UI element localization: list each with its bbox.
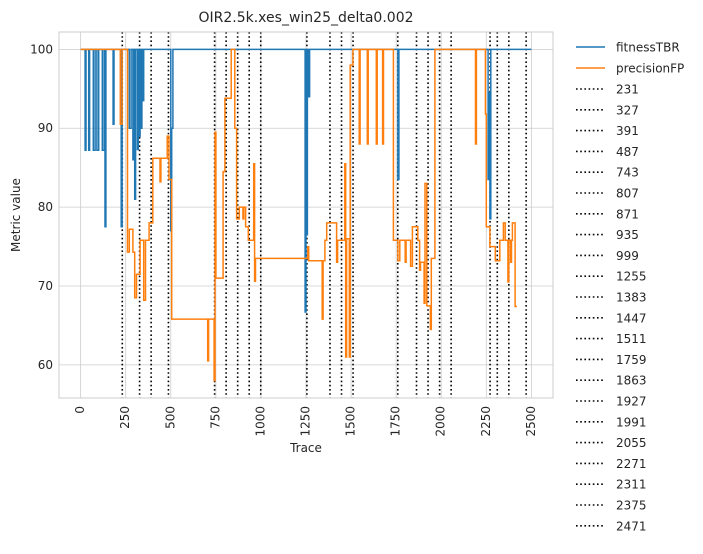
- y-axis-label: Metric value: [9, 178, 23, 252]
- legend-label-1447: 1447: [616, 311, 647, 325]
- chart-title: OIR2.5k.xes_win25_delta0.002: [198, 10, 413, 26]
- y-tick-label: 80: [38, 200, 53, 214]
- legend-label-fitnessTBR: fitnessTBR: [616, 41, 680, 55]
- legend-label-743: 743: [616, 166, 639, 180]
- y-tick-label: 60: [38, 358, 53, 372]
- legend-label-precisionFP: precisionFP: [616, 62, 684, 76]
- x-tick-label: 1000: [253, 406, 267, 437]
- legend-label-1863: 1863: [616, 374, 647, 388]
- y-tick-labels: 60 70 80 90 100: [30, 42, 53, 372]
- x-tick-labels: 0 250 500 750 1000 1250 1500 1750 2000 2250 2500: [73, 406, 538, 437]
- legend-label-327: 327: [616, 103, 639, 117]
- legend-label-1927: 1927: [616, 395, 647, 409]
- legend-label-1991: 1991: [616, 415, 647, 429]
- legend-label-1759: 1759: [616, 353, 647, 367]
- legend-label-2375: 2375: [616, 499, 647, 513]
- series-line-precisionFP: [80, 48, 517, 382]
- legend-label-2471: 2471: [616, 519, 647, 533]
- x-tick-label: 1500: [344, 406, 358, 437]
- legend: fitnessTBR precisionFP 231 327 391 487 743 807 8…: [576, 41, 684, 533]
- y-tick-label: 70: [38, 279, 53, 293]
- x-tick-label: 250: [118, 406, 132, 429]
- y-tick-label: 100: [30, 42, 53, 56]
- legend-label-807: 807: [616, 187, 639, 201]
- series-group: [80, 48, 532, 382]
- x-tick-label: 750: [208, 406, 222, 429]
- legend-label-2055: 2055: [616, 436, 647, 450]
- legend-label-231: 231: [616, 83, 639, 97]
- x-tick-label: 2250: [479, 406, 493, 437]
- plot-frame: [58, 31, 554, 399]
- legend-label-871: 871: [616, 207, 639, 221]
- x-tick-label: 2500: [524, 406, 538, 437]
- legend-label-999: 999: [616, 249, 639, 263]
- legend-label-935: 935: [616, 228, 639, 242]
- x-tick-label: 1750: [389, 406, 403, 437]
- x-tick-label: 1250: [299, 406, 313, 437]
- legend-label-2311: 2311: [616, 478, 647, 492]
- legend-label-487: 487: [616, 145, 639, 159]
- legend-label-1255: 1255: [616, 270, 647, 284]
- series-line-fitnessTBR: [80, 48, 532, 313]
- legend-label-1511: 1511: [616, 332, 647, 346]
- y-tick-label: 90: [38, 121, 53, 135]
- x-axis-label: Trace: [289, 441, 322, 455]
- x-tick-label: 2000: [434, 406, 448, 437]
- legend-label-391: 391: [616, 124, 639, 138]
- legend-label-1383: 1383: [616, 291, 647, 305]
- legend-label-2271: 2271: [616, 457, 647, 471]
- x-tick-label: 0: [73, 406, 87, 414]
- x-tick-label: 500: [163, 406, 177, 429]
